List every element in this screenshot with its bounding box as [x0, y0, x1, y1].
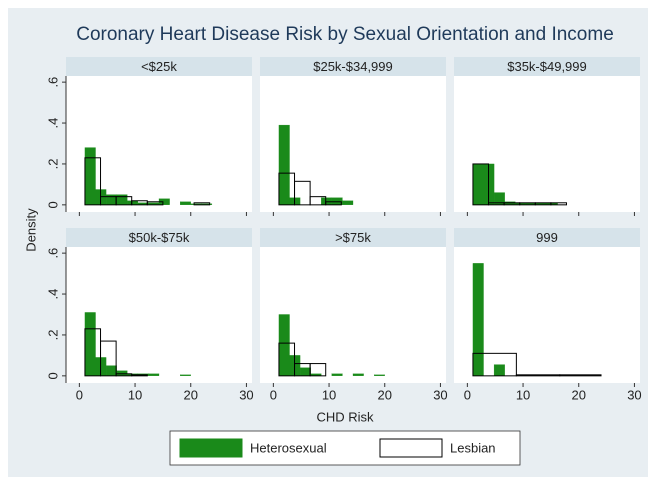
x-tick-label: 10 — [516, 387, 530, 402]
hist-bar — [193, 202, 211, 206]
hist-bar — [180, 374, 191, 376]
panel-header — [454, 57, 640, 76]
hist-bar — [472, 352, 517, 377]
x-tick-label: 30 — [627, 387, 641, 402]
hist-bar — [105, 194, 117, 205]
hist-bar — [180, 201, 191, 205]
hist-bar — [84, 312, 96, 376]
y-tick-label: 0 — [45, 372, 60, 379]
panel-bg — [260, 76, 446, 212]
x-tick-label: 30 — [239, 387, 253, 402]
panel-header — [260, 228, 446, 247]
x-tick-label: 0 — [270, 387, 277, 402]
hist-bar — [127, 200, 138, 205]
hist-bar — [105, 365, 117, 376]
hist-bar — [374, 374, 385, 376]
hist-bar — [278, 314, 290, 376]
chart-title: Coronary Heart Disease Risk by Sexual Or… — [76, 24, 614, 45]
panel-header — [454, 228, 640, 247]
hist-bar — [116, 370, 128, 376]
x-tick-label: 30 — [433, 387, 447, 402]
hist-bar — [321, 197, 332, 205]
hist-bar — [331, 373, 343, 376]
x-tick-label: 20 — [572, 387, 586, 402]
x-tick-label: 0 — [76, 387, 83, 402]
y-tick-label: .2 — [45, 159, 60, 170]
panel-header — [66, 57, 252, 76]
y-tick-label: .6 — [45, 248, 60, 259]
hist-bar — [84, 147, 96, 205]
x-tick-label: 0 — [464, 387, 471, 402]
hist-bar — [131, 374, 148, 377]
hist-bar — [309, 363, 327, 377]
hist-bar — [278, 124, 290, 205]
x-tick-label: 10 — [128, 387, 142, 402]
panel-title: $25k-$34,999 — [313, 59, 393, 74]
y-axis-label: Density — [23, 208, 38, 252]
hist-bar — [472, 163, 484, 205]
hist-bar — [493, 364, 505, 376]
hist-bar — [100, 340, 117, 377]
hist-bar — [294, 180, 311, 206]
y-tick-label: 0 — [45, 201, 60, 208]
hist-bar — [84, 157, 102, 206]
panel-header — [66, 228, 252, 247]
hist-bar — [342, 200, 354, 205]
panel-bg — [454, 247, 640, 383]
y-tick-label: .4 — [45, 118, 60, 129]
panel-title: $50k-$75k — [129, 230, 190, 245]
hist-bar — [559, 374, 602, 377]
hist-bar — [148, 373, 160, 376]
hist-bar — [116, 194, 128, 205]
panel-header — [260, 57, 446, 76]
hist-bar — [309, 196, 327, 206]
y-tick-label: .2 — [45, 330, 60, 341]
y-tick-label: .4 — [45, 289, 60, 300]
hist-bar — [299, 367, 311, 376]
hist-bar — [352, 373, 364, 376]
x-tick-label: 20 — [184, 387, 198, 402]
x-axis-label: CHD Risk — [316, 409, 374, 424]
hist-bar — [278, 342, 296, 377]
hist-bar — [325, 201, 342, 206]
legend-label: Lesbian — [450, 440, 496, 455]
legend-label: Heterosexual — [250, 440, 327, 455]
x-tick-label: 20 — [378, 387, 392, 402]
hist-bar — [472, 163, 490, 206]
hist-bar — [550, 202, 567, 206]
legend-swatch — [179, 438, 243, 458]
panel-title: 999 — [536, 230, 558, 245]
hist-bar — [472, 263, 484, 376]
legend-swatch — [379, 438, 443, 458]
panel-title: $35k-$49,999 — [507, 59, 587, 74]
hist-bar — [146, 201, 164, 206]
panel-title: >$75k — [335, 230, 371, 245]
panel-title: <$25k — [141, 59, 177, 74]
panel-bg — [66, 76, 252, 212]
x-tick-label: 10 — [322, 387, 336, 402]
y-tick-label: .6 — [45, 77, 60, 88]
